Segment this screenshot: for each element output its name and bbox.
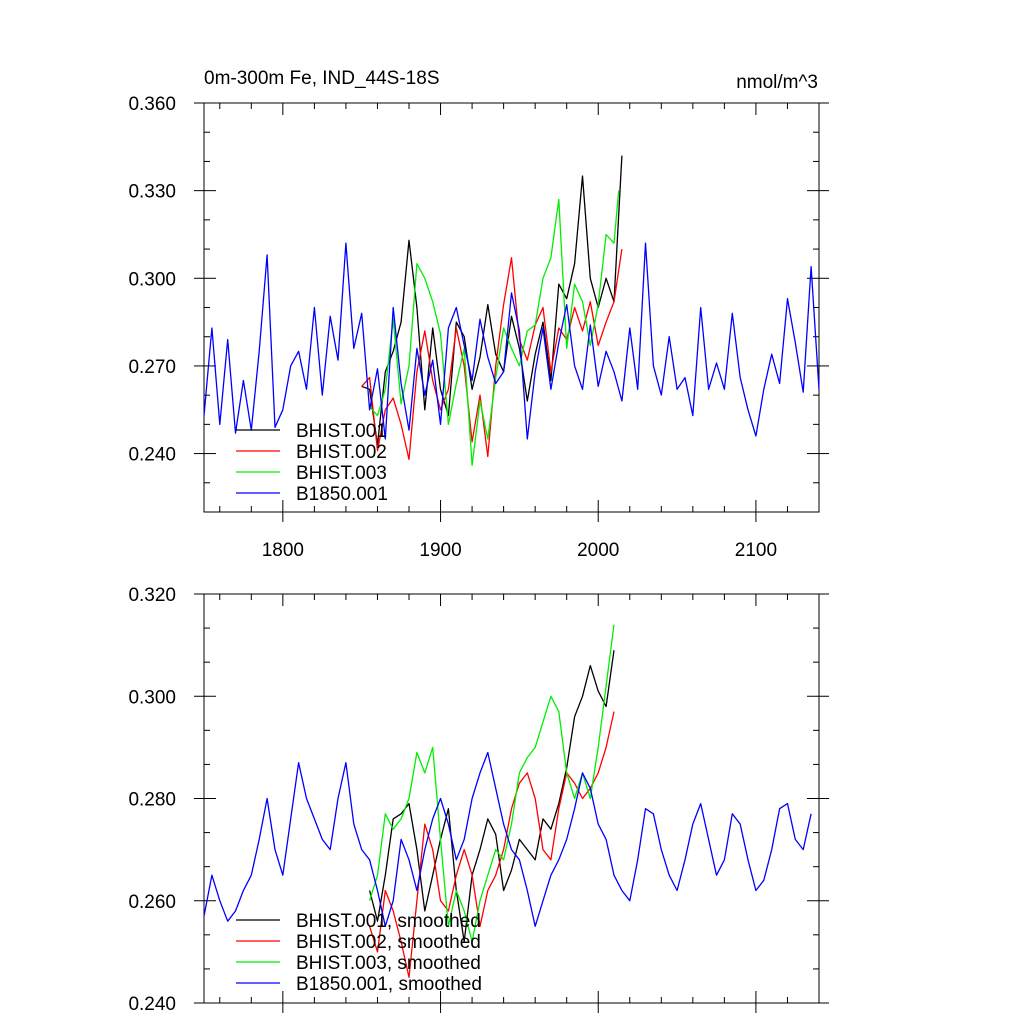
bottom-legend-label: BHIST.001, smoothed — [296, 911, 481, 932]
bottom-series-line-3 — [368, 624, 615, 943]
top-series-line-3 — [369, 190, 620, 466]
top-panel: 0m-300m Fe, IND_44S-18S nmol/m^3 1800 190… — [128, 68, 829, 561]
top-series-line-2 — [361, 249, 623, 461]
top-y-tick-label: 0.240 — [128, 445, 176, 466]
top-y-tick-label: 0.300 — [128, 269, 176, 290]
bottom-series-line-1 — [368, 650, 615, 943]
top-legend-label: BHIST.003 — [296, 463, 387, 484]
top-y-tick-label: 0.270 — [128, 357, 176, 378]
bottom-y-tick-label: 0.240 — [128, 994, 176, 1015]
bottom-legend-label: BHIST.003, smoothed — [296, 953, 481, 974]
top-chart-units: nmol/m^3 — [736, 72, 818, 93]
top-x-tick-label: 2100 — [735, 540, 777, 561]
top-x-tick-label: 1900 — [419, 540, 461, 561]
top-y-tick-label: 0.330 — [128, 182, 176, 203]
top-y-tick-label: 0.360 — [128, 94, 176, 115]
top-chart-title: 0m-300m Fe, IND_44S-18S — [204, 68, 440, 89]
top-legend-label: BHIST.001 — [296, 421, 387, 442]
bottom-y-tick-label: 0.260 — [128, 892, 176, 913]
bottom-series-line-4 — [203, 751, 812, 927]
bottom-legend-label: B1850.001, smoothed — [296, 974, 482, 995]
bottom-y-tick-label: 0.320 — [128, 585, 176, 606]
bottom-panel: 0.240 0.260 0.280 0.300 0.320 BHIST.001, smoo… — [128, 585, 829, 1015]
top-legend-label: BHIST.002 — [296, 442, 387, 463]
top-x-tick-label: 1800 — [262, 540, 304, 561]
top-x-tick-label: 2000 — [577, 540, 619, 561]
top-series-line-1 — [361, 155, 623, 446]
bottom-y-tick-label: 0.280 — [128, 790, 176, 811]
top-legend-label: B1850.001 — [296, 484, 388, 505]
top-series-line-4 — [203, 242, 820, 440]
bottom-legend-label: BHIST.002, smoothed — [296, 932, 481, 953]
bottom-series-line-2 — [368, 711, 615, 979]
bottom-y-tick-label: 0.300 — [128, 687, 176, 708]
